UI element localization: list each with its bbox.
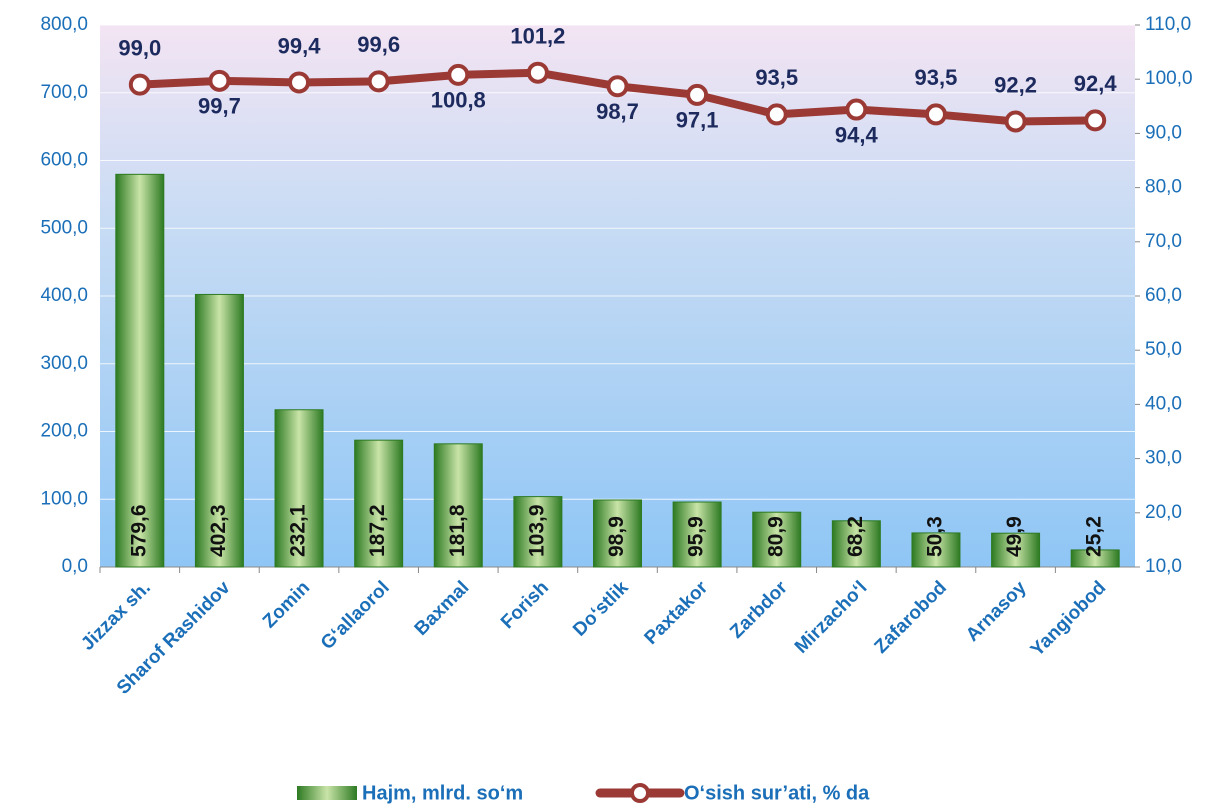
y2-tick-label: 60,0 xyxy=(1145,285,1182,306)
y-tick-label: 300,0 xyxy=(40,353,88,374)
x-tick-label: Paxtakor xyxy=(641,577,713,649)
line-marker xyxy=(924,103,947,126)
line-marker xyxy=(526,61,549,84)
bar-value-label: 579,6 xyxy=(127,504,150,557)
x-tick-label: Yangiobod xyxy=(1027,577,1111,661)
y-tick-label: 500,0 xyxy=(40,217,88,238)
line-marker xyxy=(606,75,629,98)
y2-tick-label: 30,0 xyxy=(1145,448,1182,469)
bar xyxy=(752,511,802,568)
y-tick-label: 600,0 xyxy=(40,150,88,171)
line-marker xyxy=(208,69,231,92)
y-tick-label: 100,0 xyxy=(40,488,88,509)
legend-marker xyxy=(630,783,650,803)
line-value-label: 99,7 xyxy=(198,94,241,119)
x-tick-label: Zarbdor xyxy=(726,577,792,643)
x-tick-label: Forish xyxy=(497,577,553,633)
legend-swatch xyxy=(297,786,357,800)
bar xyxy=(1070,549,1120,568)
bar-value-label: 402,3 xyxy=(207,504,230,557)
line-value-label: 99,6 xyxy=(357,32,400,57)
y-tick-label: 700,0 xyxy=(40,82,88,103)
bar-value-label: 50,3 xyxy=(924,516,947,557)
legend-label: Hajm, mlrd. so‘m xyxy=(362,782,523,804)
bar-value-label: 181,8 xyxy=(446,504,469,557)
line-marker xyxy=(1004,110,1027,133)
y2-tick-label: 110,0 xyxy=(1145,14,1191,35)
bar-value-label: 25,2 xyxy=(1083,516,1106,557)
line-value-label: 98,7 xyxy=(596,99,639,124)
line-value-label: 100,8 xyxy=(431,88,486,113)
bar-value-label: 232,1 xyxy=(287,504,310,557)
y2-tick-label: 80,0 xyxy=(1145,177,1182,198)
legend-label: O‘sish sur’ati, % da xyxy=(684,782,870,804)
bar xyxy=(672,501,722,568)
line-value-label: 99,0 xyxy=(118,35,161,60)
y2-tick-label: 10,0 xyxy=(1145,556,1182,577)
bar xyxy=(831,520,881,568)
bar-value-label: 80,9 xyxy=(764,516,787,557)
bar-value-label: 95,9 xyxy=(685,516,708,557)
line-value-label: 94,4 xyxy=(835,122,879,147)
line-marker xyxy=(447,63,470,86)
bar xyxy=(274,409,324,568)
x-tick-label: Zomin xyxy=(259,577,314,632)
bar xyxy=(911,532,961,568)
line-marker xyxy=(765,103,788,126)
line-value-label: 97,1 xyxy=(676,108,719,133)
bar xyxy=(513,496,563,568)
y-tick-label: 0,0 xyxy=(62,556,88,577)
y2-tick-label: 70,0 xyxy=(1145,231,1182,252)
y2-tick-label: 100,0 xyxy=(1145,68,1193,89)
bar xyxy=(194,293,244,568)
bar-value-label: 98,9 xyxy=(605,516,628,557)
line-value-label: 92,2 xyxy=(994,72,1037,97)
legend: Hajm, mlrd. so‘m O‘sish sur’ati, % da xyxy=(297,782,870,804)
y-tick-label: 200,0 xyxy=(40,421,88,442)
x-tick-label: Mirzacho‘l xyxy=(791,577,872,658)
bar xyxy=(593,499,642,568)
line-marker xyxy=(128,73,151,96)
x-tick-label: Zafarobod xyxy=(871,577,952,658)
bar xyxy=(354,439,404,568)
line-value-label: 92,4 xyxy=(1074,71,1118,96)
x-tick-label: Arnasoy xyxy=(962,577,1031,646)
y-tick-label: 400,0 xyxy=(40,285,88,306)
line-value-label: 99,4 xyxy=(278,33,322,58)
y2-tick-label: 50,0 xyxy=(1145,339,1182,360)
x-tick-label: Baxmal xyxy=(411,577,474,640)
x-tick-label: Do‘stlik xyxy=(569,577,633,641)
bar xyxy=(433,443,483,568)
bar-value-label: 49,9 xyxy=(1003,516,1026,557)
y2-tick-label: 40,0 xyxy=(1145,393,1182,414)
y2-tick-label: 90,0 xyxy=(1145,122,1182,143)
bar-value-label: 187,2 xyxy=(366,504,389,557)
line-marker xyxy=(367,70,390,93)
y-tick-label: 800,0 xyxy=(40,14,88,35)
line-value-label: 93,5 xyxy=(755,65,798,90)
bar-value-label: 103,9 xyxy=(525,504,548,557)
line-value-label: 93,5 xyxy=(915,65,958,90)
line-marker xyxy=(686,83,709,106)
line-marker xyxy=(288,71,311,94)
line-marker xyxy=(1084,109,1107,132)
bar xyxy=(991,532,1041,568)
line-marker xyxy=(845,98,868,121)
x-tick-label: G‘allaorol xyxy=(317,577,394,654)
x-tick-label: Jizzax sh. xyxy=(77,577,155,655)
y2-tick-label: 20,0 xyxy=(1145,502,1182,523)
bar-value-label: 68,2 xyxy=(844,516,867,557)
bar xyxy=(115,173,165,568)
line-value-label: 101,2 xyxy=(510,24,565,49)
